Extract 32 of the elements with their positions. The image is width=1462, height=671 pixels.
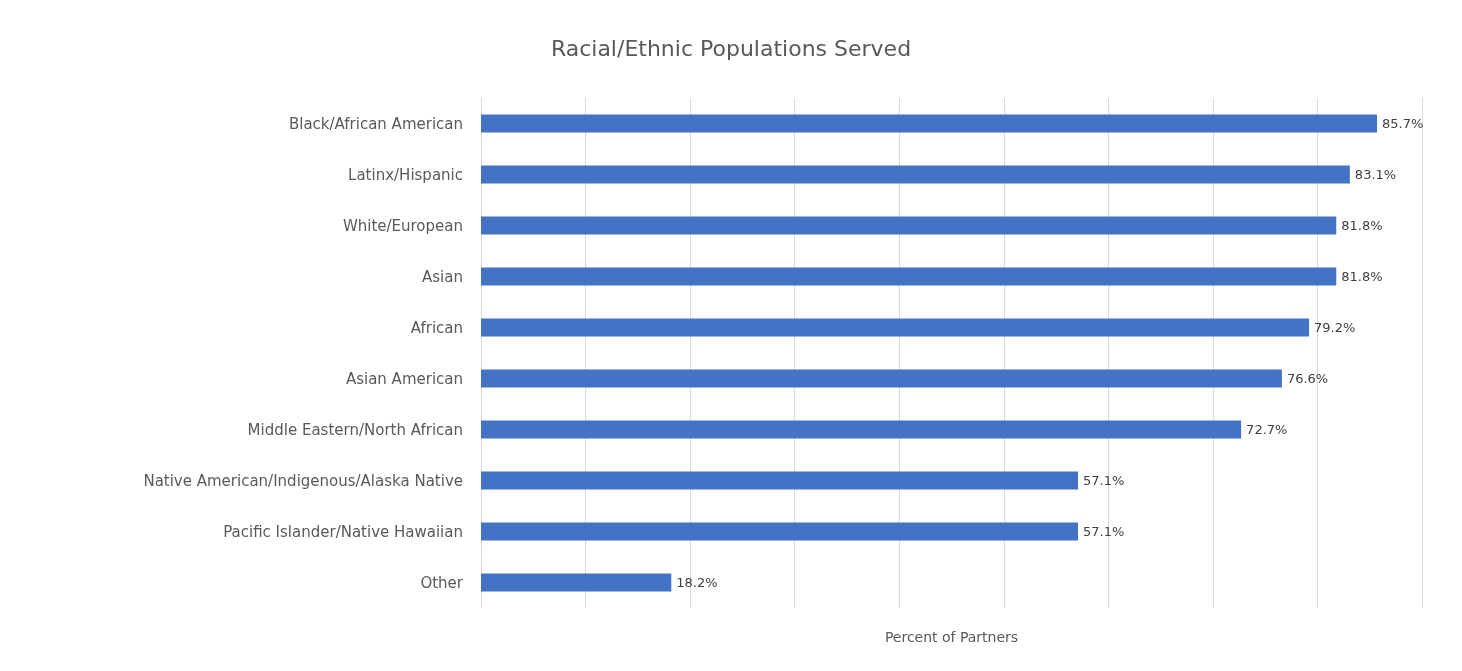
bar	[481, 165, 1350, 184]
data-label: 57.1%	[1083, 473, 1125, 488]
data-label: 57.1%	[1083, 524, 1125, 539]
data-label: 83.1%	[1354, 167, 1397, 182]
data-label: 79.2%	[1314, 320, 1356, 335]
y-tick-label: Other	[420, 573, 464, 592]
data-label: 81.8%	[1341, 269, 1383, 284]
bar	[481, 267, 1337, 286]
bar	[481, 369, 1282, 388]
bar	[481, 216, 1337, 235]
y-tick-label: Asian American	[345, 369, 463, 388]
data-label: 72.7%	[1246, 422, 1288, 437]
data-label: 76.6%	[1286, 371, 1329, 386]
y-tick-label: Black/African American	[288, 114, 463, 133]
data-label: 18.2%	[676, 575, 718, 590]
chart-title: Racial/Ethnic Populations Served	[550, 35, 912, 61]
y-tick-label: White/European	[342, 216, 463, 235]
y-tick-label: Pacific Islander/Native Hawaiian	[223, 522, 463, 541]
bar	[481, 573, 672, 592]
y-tick-label: African	[410, 318, 463, 337]
data-label: 81.8%	[1341, 218, 1383, 233]
y-tick-label: Native American/Indigenous/Alaska Native	[143, 471, 463, 490]
bar	[481, 522, 1079, 541]
bar	[481, 114, 1378, 133]
bar	[481, 420, 1242, 439]
data-label: 85.7%	[1382, 116, 1424, 131]
bar	[481, 318, 1310, 337]
y-tick-label: Asian	[422, 267, 463, 286]
x-axis-title: Percent of Partners	[884, 629, 1019, 645]
y-tick-label: Middle Eastern/North African	[247, 420, 463, 439]
bar	[481, 471, 1079, 490]
y-tick-label: Latinx/Hispanic	[348, 165, 463, 184]
